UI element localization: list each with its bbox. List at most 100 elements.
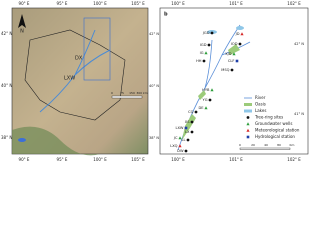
- site-label: JGD: [202, 31, 210, 35]
- site-marker: [186, 138, 190, 142]
- legend-symbol: [246, 128, 250, 132]
- legend-symbol: [244, 103, 252, 106]
- scale-label: 75: [120, 91, 124, 95]
- site-marker: [190, 130, 194, 134]
- site-label: MSQ: [221, 68, 229, 72]
- site-marker: [204, 51, 208, 55]
- scale-label: 0: [239, 143, 241, 147]
- site-marker: [207, 43, 211, 47]
- lat-label: 42° N: [149, 32, 159, 36]
- legend-symbol: [244, 109, 252, 113]
- lon-label: 102° E: [287, 157, 301, 162]
- site-label: IG: [200, 51, 204, 55]
- scale-bar: [111, 95, 143, 99]
- lon-label: 100° E: [93, 157, 107, 162]
- lat-label: 42° N: [1, 31, 12, 36]
- lon-label: 101° E: [229, 1, 243, 6]
- site-marker: [235, 59, 239, 63]
- lon-label: 95° E: [57, 1, 68, 6]
- right-panel: b: [159, 7, 309, 155]
- legend-label: Groundwater wells: [255, 121, 292, 126]
- scale-label: 20: [251, 143, 255, 147]
- scale-label: 150: [129, 91, 135, 95]
- legend-label: Lakes: [255, 108, 266, 113]
- scale-label: 80: [277, 143, 281, 147]
- site-marker: [210, 88, 214, 92]
- lat-label: 41° N: [294, 112, 304, 116]
- place: DX: [75, 56, 83, 62]
- scale-label: 40: [264, 143, 268, 147]
- site-label: CQ: [188, 110, 194, 114]
- site-label: HH: [196, 59, 202, 63]
- lat-label: 40° N: [149, 84, 159, 88]
- legend-symbol: [246, 135, 250, 139]
- site-label: DW: [177, 149, 184, 153]
- site-marker: [230, 68, 234, 72]
- lon-label: 100° E: [93, 1, 107, 6]
- place: LXW: [64, 76, 75, 82]
- scale-label: Km: [290, 143, 295, 147]
- site-marker: [202, 59, 206, 63]
- lat-label: 38° N: [149, 136, 159, 140]
- site-label: LXW: [175, 126, 183, 130]
- lon-label: 95° E: [57, 157, 68, 162]
- lon-label: 101° E: [229, 157, 243, 162]
- site-marker: [184, 126, 188, 130]
- lon-label: 100° E: [171, 1, 185, 6]
- lon-label: 90° E: [19, 1, 30, 6]
- site-marker: [194, 110, 198, 114]
- site-label: CLF: [228, 59, 235, 63]
- inset-box: [83, 17, 111, 81]
- lake: [236, 26, 244, 30]
- site-marker: [204, 106, 208, 110]
- lon-label: 90° E: [19, 157, 30, 162]
- legend-symbol: [246, 116, 250, 119]
- legend-label: Hydrological station: [255, 134, 295, 139]
- lake: [18, 138, 26, 142]
- scale-label: 0: [111, 91, 113, 95]
- green-area: [12, 126, 100, 156]
- legend-label: Oasis: [255, 102, 266, 107]
- site-label: JD: [235, 32, 240, 36]
- site-label: XJD: [225, 52, 232, 56]
- site-marker: [178, 144, 182, 148]
- site-label: IOD: [231, 42, 238, 46]
- north-arrow: [18, 14, 26, 28]
- lat-label: 40° N: [1, 83, 12, 88]
- lon-label: 102° E: [287, 1, 301, 6]
- site-label: JC: [173, 136, 178, 140]
- site-label: LXQ: [170, 144, 177, 148]
- river: [39, 29, 111, 113]
- scale-bar: [239, 147, 291, 150]
- basin-outline: [24, 29, 126, 121]
- site-marker: [240, 32, 244, 36]
- panel-label: b: [164, 12, 168, 18]
- legend-label: Tree-ring sites: [254, 115, 283, 120]
- legend-label: Meteorological station: [255, 128, 300, 133]
- site-label: IGD: [200, 43, 207, 47]
- lat-label: 42° N: [294, 42, 304, 46]
- site-label: LX: [185, 130, 190, 134]
- scale-label: 300 km: [136, 91, 147, 95]
- site-marker: [238, 42, 242, 46]
- legend-label: River: [255, 95, 266, 100]
- oasis: [182, 44, 240, 140]
- site-label: XS: [185, 120, 190, 124]
- site-label: HYB: [202, 88, 210, 92]
- lat-label: 38° N: [1, 135, 12, 140]
- site-label: YG: [203, 98, 208, 102]
- site-marker: [184, 149, 188, 153]
- lon-label: 100° E: [171, 157, 185, 162]
- legend-symbol: [246, 122, 250, 126]
- lon-label: 105° E: [131, 1, 145, 6]
- site-marker: [232, 52, 236, 56]
- site-marker: [210, 31, 214, 35]
- site-marker: [190, 120, 194, 124]
- lon-label: 105° E: [131, 157, 145, 162]
- north-label: N: [20, 29, 24, 35]
- site-marker: [178, 136, 182, 140]
- site-label: LL: [181, 138, 185, 142]
- site-label: DE: [198, 106, 204, 110]
- site-marker: [208, 98, 212, 102]
- left-panel: N LXW DX: [11, 7, 149, 156]
